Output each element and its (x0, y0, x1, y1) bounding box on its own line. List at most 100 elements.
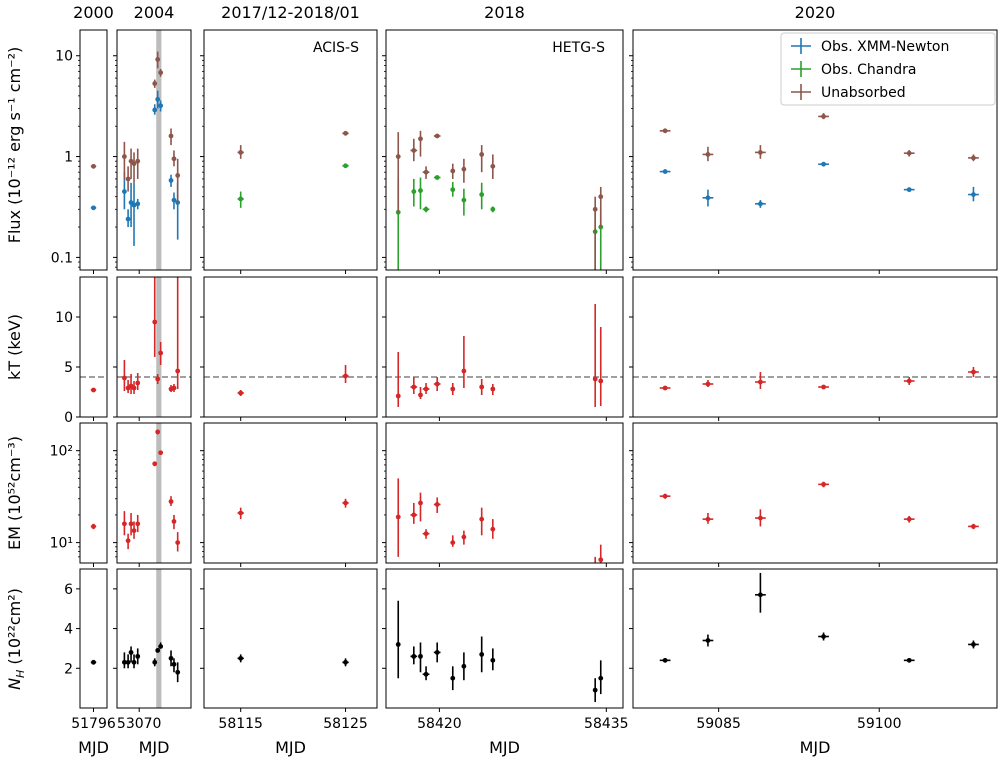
column-title-2018: 2018 (484, 3, 525, 22)
data-point-kt (490, 386, 496, 392)
panel-frame (385, 29, 624, 271)
data-point-unabs (490, 163, 496, 169)
data-point-chandra (490, 206, 496, 212)
panel-frame (79, 29, 108, 271)
data-point-nh (598, 675, 604, 681)
data-point-em (128, 521, 134, 527)
data-point-em (418, 500, 423, 506)
y-axis-label-nh: NH (10²²cm²) (5, 588, 27, 690)
y-tick-label-nh: 4 (64, 622, 73, 638)
data-point-em (395, 514, 401, 520)
data-point-nh (91, 659, 96, 665)
data-point-unabs (592, 206, 598, 212)
data-point-unabs (238, 149, 244, 155)
data-point-em (122, 521, 127, 527)
data-point-em (152, 461, 158, 467)
data-point-unabs (343, 130, 348, 136)
panel-nh-2020 (659, 572, 979, 663)
data-point-unabs (598, 194, 604, 200)
data-point-nh (168, 655, 174, 661)
data-point-xmm (821, 161, 826, 167)
data-point-unabs (152, 81, 158, 86)
nh-unit: (10²²cm²) (5, 588, 24, 670)
data-point-em (434, 502, 440, 507)
panel-flux-2018 (395, 130, 604, 270)
panel-kt-2004 (117, 277, 191, 417)
data-point-em (450, 540, 456, 546)
data-point-xmm (971, 192, 976, 197)
data-point-nh (122, 659, 127, 665)
shaded-band (156, 30, 162, 270)
data-point-unabs (155, 56, 161, 62)
data-point-kt (395, 393, 401, 399)
data-point-chandra (395, 209, 401, 215)
panel-frame (632, 422, 998, 564)
panel-frame (203, 276, 378, 418)
data-point-nh (592, 687, 598, 693)
data-point-kt (598, 378, 604, 384)
x-axis-label-2017-2018: MJD (275, 738, 306, 757)
data-point-kt (662, 385, 668, 391)
y-tick-label-kt: 0 (64, 410, 73, 426)
data-point-xmm (125, 216, 131, 222)
data-point-unabs (971, 155, 976, 161)
data-point-unabs (158, 70, 164, 76)
nh-subscript: H (14, 670, 27, 678)
data-point-em (91, 524, 96, 529)
y-tick-label-em: 10¹ (50, 536, 73, 552)
y-axis-label-flux: Flux (10⁻¹² erg s⁻¹ cm⁻²) (5, 47, 24, 243)
data-point-em (461, 534, 467, 540)
data-point-em (158, 450, 164, 456)
data-point-kt (135, 380, 141, 386)
x-axis-label-2000: MJD (78, 738, 109, 757)
x-tick-label-2018: 58435 (584, 716, 629, 732)
data-point-nh (490, 657, 496, 663)
panel-frame (79, 422, 108, 564)
data-point-kt (971, 369, 976, 375)
legend-box (780, 32, 996, 106)
x-tick-label-2020: 59100 (857, 716, 902, 732)
data-point-unabs (662, 128, 668, 134)
data-point-kt (461, 368, 467, 374)
data-point-xmm (131, 202, 137, 208)
plot-layer (80, 30, 997, 708)
data-point-chandra (450, 187, 456, 193)
panel-kt-2000 (80, 376, 107, 393)
data-point-unabs (461, 166, 467, 172)
panel-frame (203, 422, 378, 564)
panel-nh-2000 (90, 659, 97, 665)
data-point-kt (418, 392, 423, 398)
panel-em-2017-2018 (237, 498, 349, 520)
data-point-em (171, 519, 177, 524)
data-point-nh (125, 659, 131, 665)
data-point-xmm (906, 187, 912, 193)
panel-kt-2020 (633, 367, 997, 391)
data-point-unabs (758, 149, 763, 155)
panel-frame (632, 276, 998, 418)
panel-frame (116, 568, 192, 709)
y-tick-label-nh: 2 (64, 661, 73, 677)
y-axis-label-em: EM (10⁵²cm⁻³) (5, 436, 24, 550)
panel-frame (385, 422, 624, 564)
data-point-nh (411, 653, 417, 659)
data-point-chandra (434, 175, 440, 180)
data-point-chandra (461, 197, 467, 203)
data-point-kt (423, 386, 429, 392)
panel-em-2020 (659, 481, 979, 530)
data-point-xmm (91, 205, 96, 211)
data-point-xmm (758, 201, 763, 207)
y-tick-label-em: 10² (50, 444, 73, 460)
data-point-em (423, 531, 429, 537)
panel-frame (385, 568, 624, 709)
panel-frame (116, 29, 192, 271)
data-point-nh (450, 675, 456, 681)
data-point-kt (158, 350, 164, 356)
data-point-em (131, 528, 137, 534)
data-point-nh (479, 651, 485, 657)
data-point-em (238, 510, 244, 516)
data-point-kt (175, 368, 181, 374)
data-point-nh (128, 650, 134, 655)
panel-em-2000 (90, 523, 97, 530)
data-point-em (906, 516, 912, 522)
data-point-unabs (395, 154, 401, 159)
